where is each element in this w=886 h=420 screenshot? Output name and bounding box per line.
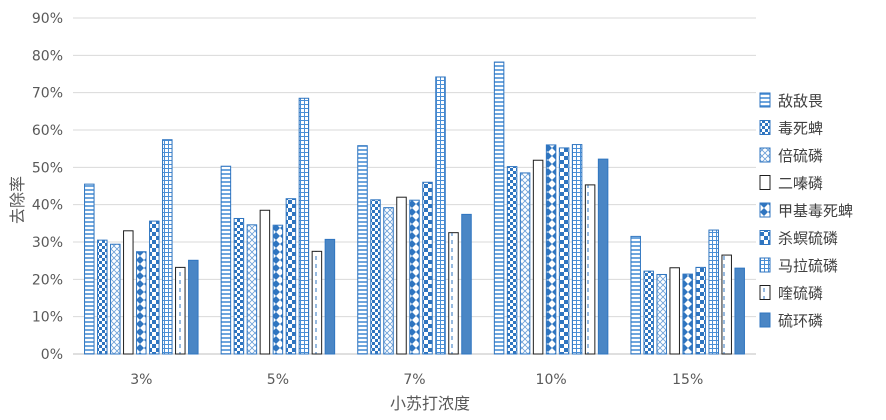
bar: [695, 266, 706, 355]
legend-item: 敌敌畏: [759, 92, 823, 110]
bar: [149, 220, 160, 355]
bar: [558, 147, 570, 355]
legend-item: 倍硫磷: [759, 147, 823, 165]
bar: [571, 144, 583, 355]
y-tick-label: 40%: [32, 198, 63, 214]
legend-label: 敌敌畏: [778, 92, 823, 110]
bar: [233, 217, 245, 355]
bar: [311, 250, 323, 355]
legend-item: 喹硫磷: [759, 285, 823, 303]
bar: [708, 229, 719, 355]
legend-item: 毒死蜱: [759, 120, 823, 138]
bar: [545, 144, 557, 355]
x-tick-label: 7%: [403, 372, 425, 388]
bar: [298, 97, 310, 355]
legend-label: 倍硫磷: [778, 147, 823, 165]
legend-label: 马拉硫磷: [778, 257, 838, 275]
bar: [84, 183, 95, 355]
y-tick-label: 70%: [32, 86, 63, 102]
bar: [110, 243, 121, 355]
y-axis-ticks: 0% 10% 20% 30% 40% 50% 60% 70% 80% 90%: [32, 11, 63, 363]
legend-swatch: [759, 120, 771, 135]
x-axis-title: 小苏打浓度: [390, 394, 470, 413]
legend-swatch: [759, 202, 771, 218]
bar: [519, 172, 531, 355]
bar: [721, 254, 732, 355]
bar: [357, 145, 368, 355]
legend-swatch: [759, 175, 771, 190]
bar: [97, 239, 108, 355]
bar: [136, 251, 147, 355]
bar: [409, 199, 420, 355]
bar: [448, 232, 459, 355]
legend-item: 甲基毒死蜱: [759, 202, 853, 220]
bar: [532, 159, 544, 355]
y-tick-label: 10%: [32, 310, 63, 326]
legend-item: 二嗪磷: [759, 175, 823, 193]
bar: [461, 213, 472, 355]
bar: [630, 235, 641, 355]
legend-label: 甲基毒死蜱: [778, 202, 853, 220]
legend-swatch: [759, 92, 771, 108]
bar: [246, 224, 258, 355]
bar: [175, 266, 186, 355]
bar: [493, 61, 505, 355]
y-tick-label: 30%: [32, 235, 63, 251]
legend-label: 喹硫磷: [778, 285, 823, 303]
bar: [656, 273, 667, 355]
bar: [584, 184, 596, 355]
legend-label: 二嗪磷: [778, 175, 823, 193]
legend-item: 硫环磷: [759, 312, 823, 330]
bar: [272, 224, 284, 355]
y-tick-label: 80%: [32, 48, 63, 64]
bar: [643, 270, 654, 355]
bar: [324, 238, 336, 355]
bar: [682, 273, 693, 355]
bar: [220, 165, 232, 355]
bar: [123, 230, 134, 355]
y-tick-label: 50%: [32, 160, 63, 176]
bar: [162, 139, 173, 355]
x-tick-label: 3%: [130, 372, 152, 388]
y-tick-label: 60%: [32, 123, 63, 139]
legend-label: 杀螟硫磷: [778, 230, 838, 248]
x-tick-label: 10%: [536, 372, 567, 388]
y-tick-label: 0%: [41, 347, 63, 363]
legend-item: 杀螟硫磷: [759, 230, 838, 248]
bars: [84, 61, 745, 355]
y-axis-title: 去除率: [8, 176, 27, 224]
bar: [383, 207, 394, 355]
bar: [259, 209, 271, 355]
legend-label: 硫环磷: [778, 312, 823, 330]
bar: [734, 267, 745, 355]
bar: [422, 181, 433, 355]
bar: [597, 158, 609, 355]
x-axis-ticks: 3% 5% 7% 10% 15%: [130, 372, 703, 388]
legend-swatch: [759, 257, 771, 273]
bar: [506, 166, 518, 355]
bar: [188, 259, 199, 355]
legend-swatch: [759, 147, 771, 163]
legend-swatch: [759, 230, 771, 245]
bar: [396, 196, 407, 355]
bar: [370, 199, 381, 355]
bar: [435, 76, 446, 355]
legend-swatch: [759, 285, 771, 300]
bar: [669, 267, 680, 355]
legend-swatch: [759, 312, 771, 328]
legend-label: 毒死蜱: [778, 120, 823, 138]
y-tick-label: 20%: [32, 272, 63, 288]
bar: [285, 198, 297, 355]
x-tick-label: 15%: [672, 372, 703, 388]
legend-item: 马拉硫磷: [759, 257, 838, 275]
y-tick-label: 90%: [32, 11, 63, 27]
x-tick-label: 5%: [267, 372, 289, 388]
